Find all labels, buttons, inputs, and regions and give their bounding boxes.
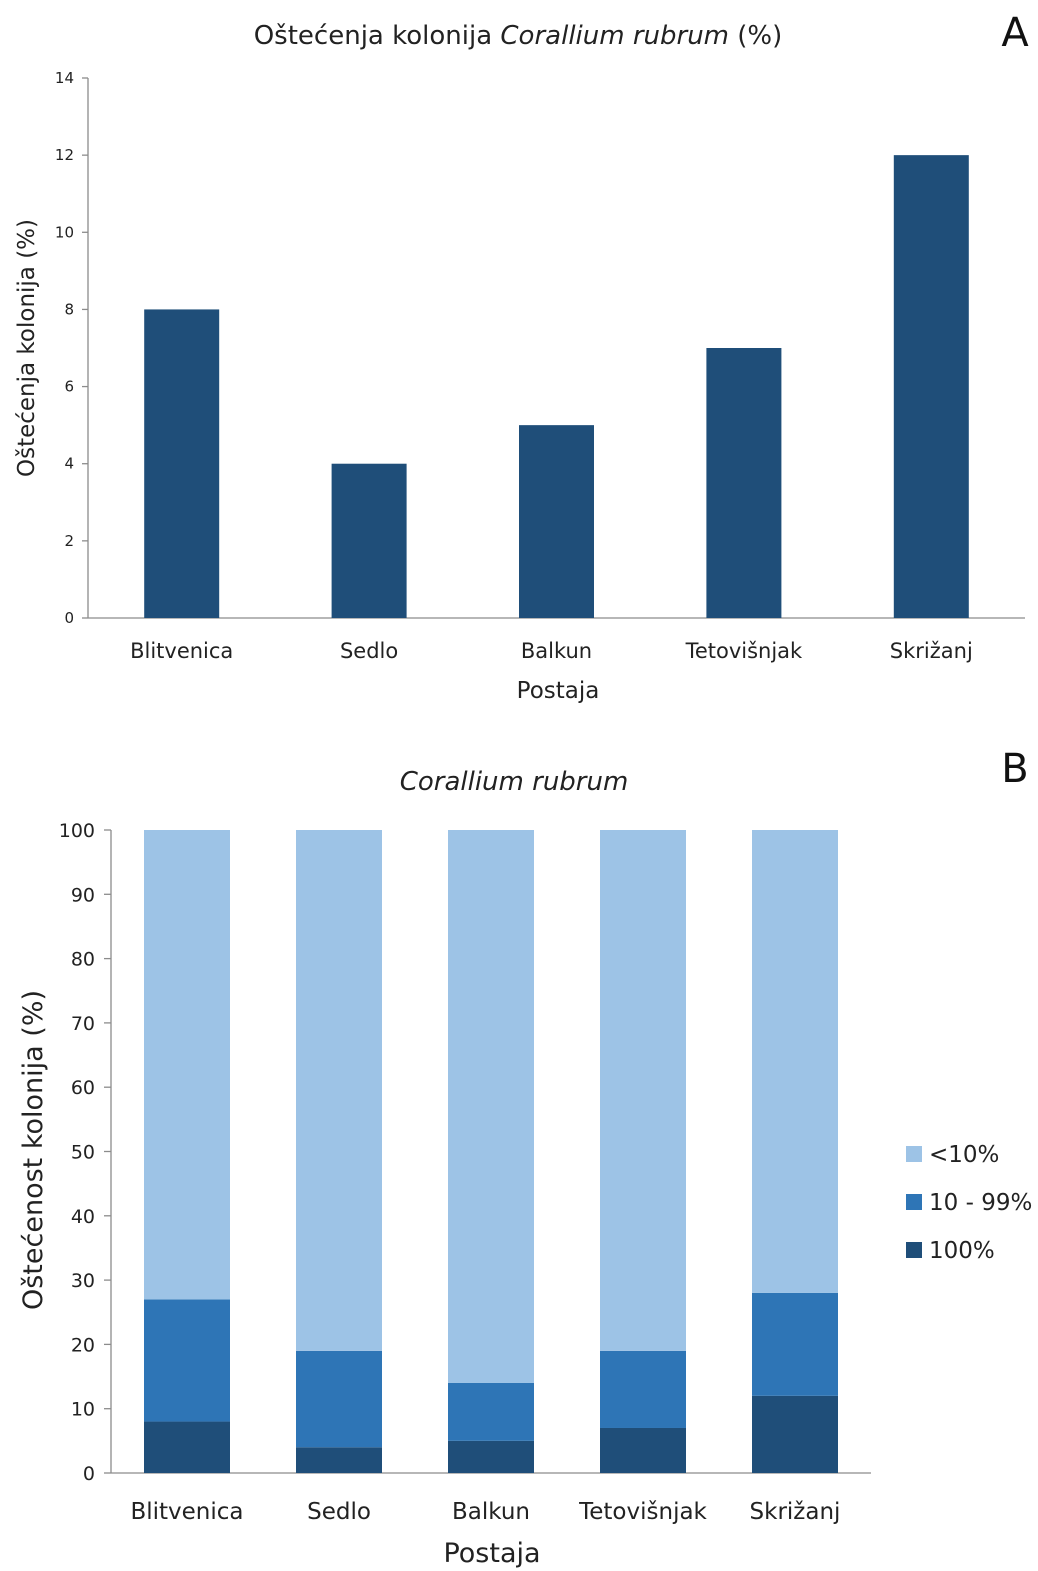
chart-a-title-prefix: Oštećenja kolonija [254,21,501,51]
chart-b-bar-segment [600,830,686,1351]
chart-a-category-label: Blitvenica [130,639,233,663]
chart-b-bar-segment [600,1427,686,1473]
chart-b-legend-label: 10 - 99% [929,1190,1032,1216]
chart-b-category-label: Balkun [452,1499,530,1525]
chart-b-y-tick-label: 70 [71,1013,95,1035]
chart-b-bar-segment [752,830,838,1293]
chart-b-bar-segment [448,1440,534,1473]
chart-b-legend-swatch [906,1146,922,1162]
chart-b-y-tick-label: 20 [71,1334,95,1356]
chart-b-bars [144,830,838,1473]
chart-b-x-axis-label: Postaja [443,1538,540,1569]
chart-a-y-tick-label: 10 [55,223,74,241]
chart-a-category-label: Skrižanj [890,639,973,663]
chart-b-category-labels: Blitvenica Sedlo Balkun Tetovišnjak Skrižanj [130,1499,840,1525]
chart-b-category-label: Tetovišnjak [578,1499,707,1525]
chart-a-x-axis-label: Postaja [517,678,600,704]
chart-b: Corallium rubrum B Postaja Oštećenost ko… [18,746,1032,1569]
chart-a-y-tick-label: 6 [64,378,74,396]
chart-b-y-tick-label: 30 [71,1270,95,1292]
chart-b-y-axis-label: Oštećenost kolonija (%) [18,990,49,1310]
chart-b-bar-segment [144,1299,230,1422]
chart-a-bar [144,309,220,618]
chart-b-bar-segment [752,1395,838,1473]
chart-a-title-suffix: (%) [729,21,782,51]
chart-a-category-label: Balkun [521,639,592,663]
chart-b-y-tick-label: 0 [83,1463,95,1485]
chart-b-bar-segment [296,1350,382,1448]
chart-a-bar [706,348,782,618]
chart-b-bar-segment [144,830,230,1300]
chart-b-y-tick-label: 50 [71,1142,95,1164]
chart-b-y-tick-label: 100 [59,820,95,842]
chart-b-legend: <10% 10 - 99% 100% [906,1142,1032,1264]
chart-b-panel-label: B [1001,746,1028,792]
chart-b-y-tick-label: 90 [71,884,95,906]
chart-b-title: Corallium rubrum [400,767,629,797]
chart-a-y-ticks: 0 2 4 6 8 10 12 14 [55,69,88,627]
chart-b-category-label: Sedlo [307,1499,371,1525]
chart-b-bar-segment [144,1421,230,1473]
chart-a-bars [144,155,969,618]
chart-a-category-label: Tetovišnjak [685,639,803,663]
chart-a-bar [331,463,407,618]
chart-b-bar-segment [448,1382,534,1441]
chart-b-bar-segment [296,1447,382,1473]
chart-a-y-tick-label: 12 [55,146,74,164]
chart-a-y-tick-label: 0 [64,609,74,627]
chart-a-y-tick-label: 4 [64,455,74,473]
chart-a-bar [519,425,594,618]
chart-b-bar-segment [296,830,382,1351]
chart-a-category-labels: Blitvenica Sedlo Balkun Tetovišnjak Skrižanj [130,639,973,663]
chart-a-panel-label: A [1001,10,1029,56]
chart-b-bar-segment [448,830,534,1383]
chart-b-legend-swatch [906,1242,922,1258]
chart-a-y-axis-label: Oštećenja kolonija (%) [14,219,40,477]
chart-b-legend-swatch [906,1194,922,1210]
chart-b-bar-segment [752,1292,838,1396]
chart-b-legend-label: 100% [929,1238,995,1264]
chart-b-y-tick-label: 10 [71,1399,95,1421]
chart-b-legend-label: <10% [929,1142,999,1168]
chart-b-bar-segment [600,1350,686,1428]
chart-a-title: Oštećenja kolonija Corallium rubrum (%) [254,21,783,51]
chart-a-bar [893,155,969,618]
chart-b-category-label: Blitvenica [130,1499,243,1525]
chart-a-y-tick-label: 14 [55,69,74,87]
chart-a-title-italic: Corallium rubrum [500,21,729,51]
chart-a-y-tick-label: 2 [64,532,74,550]
chart-b-y-tick-label: 60 [71,1077,95,1099]
chart-b-category-label: Skrižanj [750,1499,841,1525]
chart-b-y-ticks: 0 10 20 30 40 50 60 70 80 90 100 [59,820,111,1485]
chart-b-y-tick-label: 80 [71,949,95,971]
chart-a: Oštećenja kolonija Corallium rubrum (%) … [14,10,1029,704]
chart-a-category-label: Sedlo [340,639,398,663]
chart-a-y-tick-label: 8 [64,300,74,318]
chart-b-y-tick-label: 40 [71,1206,95,1228]
